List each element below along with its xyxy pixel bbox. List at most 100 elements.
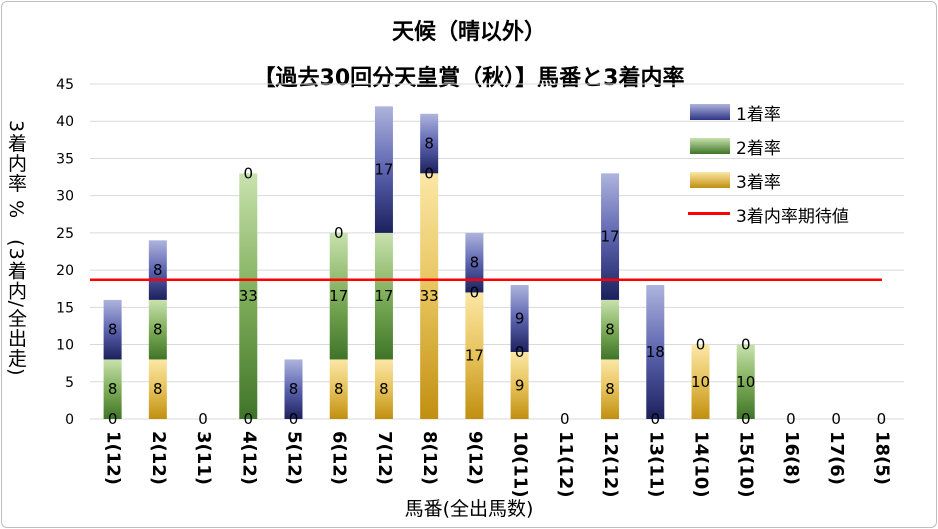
data-label-1st: 0	[741, 336, 751, 354]
data-label-2nd: 17	[329, 287, 348, 305]
y-axis-label: 3着内率 % (3着内/全出走)	[5, 120, 27, 377]
legend-label-2nd: 2着率	[736, 139, 781, 159]
data-label-1st: 8	[470, 254, 480, 272]
data-label-3rd: 0	[560, 410, 570, 428]
data-label-1st: 8	[289, 380, 299, 398]
x-category-label: 6(12)	[329, 431, 350, 485]
data-label-3rd: 0	[651, 410, 661, 428]
legend-label-3rd: 3着率	[736, 173, 781, 193]
legend-swatch-3rd	[690, 172, 730, 188]
bar-3rd	[510, 352, 529, 419]
bar-3rd	[148, 359, 167, 419]
legend-label-expected: 3着内率期待値	[736, 207, 849, 227]
bar-1st	[420, 113, 439, 174]
y-tick-label: 30	[56, 189, 74, 205]
x-category-label: 1(12)	[103, 431, 124, 485]
bar-3rd	[420, 173, 439, 419]
data-label-2nd: 33	[239, 287, 258, 305]
data-label-1st: 8	[153, 261, 163, 279]
data-label-3rd: 0	[108, 410, 118, 428]
bar-2nd	[148, 299, 167, 360]
data-label-2nd: 0	[424, 164, 434, 182]
bar-1st	[465, 232, 484, 293]
y-tick-label: 20	[56, 263, 74, 279]
x-category-label: 3(11)	[193, 431, 214, 485]
bar-3rd	[601, 359, 620, 419]
data-label-3rd: 0	[877, 410, 887, 428]
data-label-1st: 17	[374, 161, 393, 179]
data-label-3rd: 8	[379, 380, 389, 398]
x-category-label: 15(10)	[736, 431, 757, 498]
bar-1st	[103, 299, 122, 360]
data-label-2nd: 0	[515, 343, 525, 361]
bar-3rd	[691, 344, 710, 419]
data-label-3rd: 0	[741, 410, 751, 428]
bar-stacks	[103, 106, 755, 419]
legend-swatch-expected	[688, 212, 730, 215]
bar-1st	[284, 359, 303, 419]
data-label-1st: 8	[108, 321, 118, 339]
data-label-3rd: 8	[334, 380, 344, 398]
bar-2nd	[601, 299, 620, 360]
data-label-2nd: 8	[153, 321, 163, 339]
data-label-3rd: 17	[465, 347, 484, 365]
data-label-3rd: 10	[691, 373, 710, 391]
data-label-1st: 0	[696, 336, 706, 354]
y-tick-label: 25	[56, 226, 74, 242]
data-label-3rd: 0	[831, 410, 841, 428]
x-category-label: 14(10)	[691, 431, 712, 498]
bar-2nd	[329, 232, 348, 360]
y-ticks: 0 5 10 15 20 25 30 35 40 45	[56, 77, 74, 428]
data-label-1st: 18	[646, 343, 665, 361]
bar-1st	[646, 285, 665, 419]
data-label-3rd: 0	[244, 410, 254, 428]
x-axis-label: 馬番(全出馬数)	[404, 498, 534, 520]
y-tick-label: 0	[65, 412, 74, 428]
bar-3rd	[329, 359, 348, 419]
x-category-label: 17(6)	[826, 431, 847, 485]
y-tick-label: 5	[65, 375, 74, 391]
data-label-1st: 8	[424, 135, 434, 153]
y-tick-label: 15	[56, 300, 74, 316]
data-label-3rd: 8	[153, 380, 163, 398]
x-category-label: 4(12)	[238, 431, 259, 485]
data-label-2nd: 0	[470, 283, 480, 301]
data-label-1st: 0	[244, 164, 254, 182]
data-label-2nd: 8	[605, 321, 615, 339]
bar-3rd	[374, 359, 393, 419]
y-tick-label: 10	[56, 338, 74, 354]
x-category-label: 12(12)	[600, 431, 621, 498]
x-category-label: 8(12)	[419, 431, 440, 485]
data-label-1st: 9	[515, 310, 525, 328]
bar-2nd	[374, 232, 393, 360]
bar-1st	[601, 173, 620, 300]
data-labels: 0 8 8 8 8 8 0 0 33 0 0 8 8 17 0 8 17 17 33 0 8 17 0 8 9 0 9 0 8 8 17 0 1…	[108, 135, 886, 428]
data-label-3rd: 8	[605, 380, 615, 398]
bar-2nd	[103, 359, 122, 419]
bar-1st	[374, 106, 393, 233]
data-label-1st: 17	[601, 228, 620, 246]
chart-title: 天候（晴以外）	[391, 20, 546, 45]
data-label-2nd: 17	[374, 287, 393, 305]
x-category-label: 13(11)	[645, 431, 666, 498]
x-category-label: 5(12)	[284, 431, 305, 485]
x-category-label: 7(12)	[374, 431, 395, 485]
data-label-3rd: 9	[515, 377, 525, 395]
legend-swatch-2nd	[690, 138, 730, 154]
data-label-2nd: 10	[736, 373, 755, 391]
y-tick-label: 40	[56, 114, 74, 130]
bar-1st	[510, 285, 529, 352]
bar-2nd	[736, 344, 755, 419]
x-category-label: 11(12)	[555, 431, 576, 498]
x-categories: 1(12) 2(12) 3(11) 4(12) 5(12) 6(12) 7(12) 8(12)…	[103, 431, 893, 498]
bar-3rd	[465, 292, 484, 419]
gridlines	[90, 83, 904, 420]
bar-2nd	[239, 173, 258, 419]
data-label-3rd: 0	[289, 410, 299, 428]
x-category-label: 9(12)	[464, 431, 485, 485]
data-label-2nd: 8	[108, 380, 118, 398]
x-category-label: 18(5)	[871, 431, 892, 485]
data-label-1st: 0	[334, 224, 344, 242]
y-tick-label: 35	[56, 151, 74, 167]
